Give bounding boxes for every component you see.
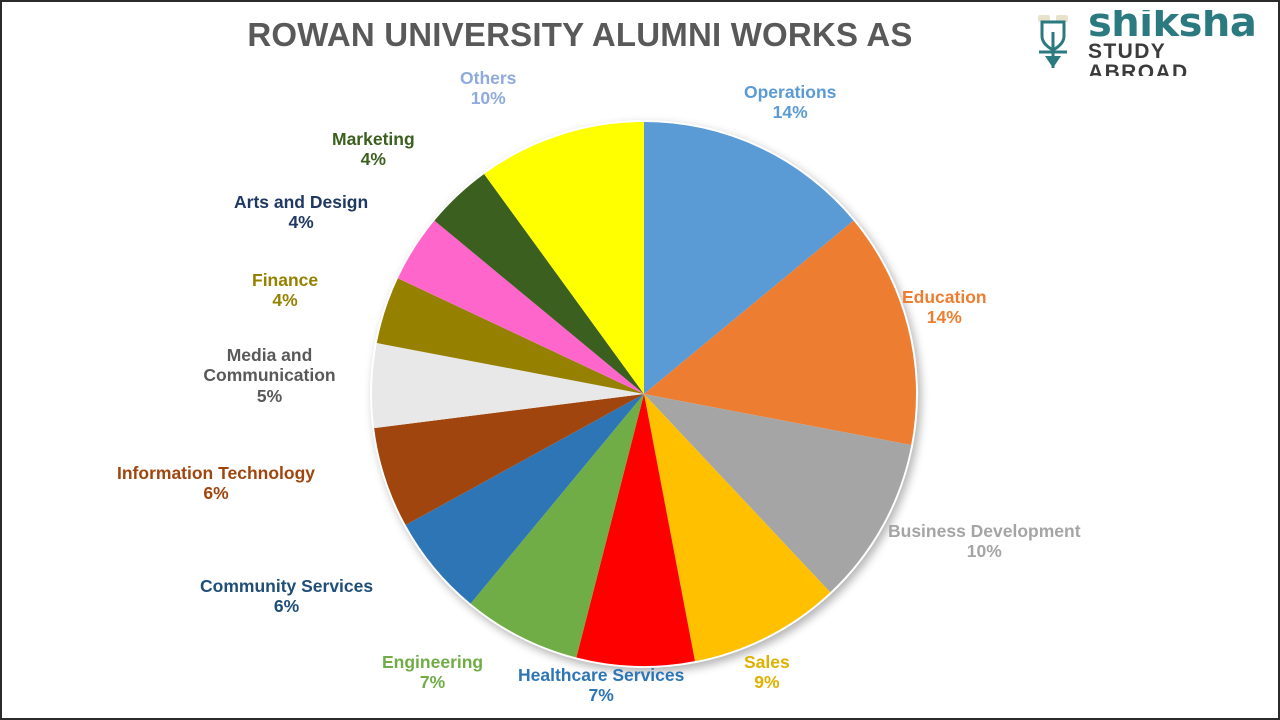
slice-label-engineering: Engineering 7%: [382, 652, 483, 693]
slice-label-media-and-communication-pct: 5%: [256, 385, 283, 406]
slice-label-sales-name: Sales: [744, 652, 790, 672]
slice-label-arts-and-design-name: Arts and Design: [234, 192, 369, 212]
pie-slice-finance[interactable]: [376, 278, 644, 394]
slice-label-education-pct: 14%: [926, 307, 962, 328]
slice-label-finance-pct: 4%: [272, 290, 298, 311]
pie-slice-business-development[interactable]: [644, 394, 912, 593]
slice-label-community-services-name: Community Services: [200, 576, 374, 596]
pie-slice-healthcare-services[interactable]: [576, 394, 695, 666]
shiksha-pen-nib-logo-mark: [1038, 15, 1068, 68]
slice-label-marketing-name: Marketing: [332, 129, 415, 149]
slice-label-community-services: Community Services 6%: [200, 576, 373, 617]
page-title: ROWAN UNIVERSITY ALUMNI WORKS AS: [247, 16, 913, 53]
pie-slice-media-and-communication[interactable]: [371, 343, 644, 429]
slice-label-sales: Sales 9%: [744, 652, 790, 693]
slice-label-marketing: Marketing 4%: [332, 129, 415, 170]
slice-label-operations-pct: 14%: [772, 102, 808, 123]
logo-subtitle: STUDY ABROAD: [1088, 40, 1189, 76]
slice-label-healthcare-services: Healthcare Services 7%: [518, 665, 684, 706]
slice-label-media-and-communication-name: Media and Communication: [203, 345, 336, 386]
pie-slice-arts-and-design[interactable]: [397, 220, 644, 394]
pie-slice-information-technology[interactable]: [374, 394, 644, 526]
slice-label-information-technology-pct: 6%: [203, 483, 229, 504]
slice-label-others: Others 10%: [460, 68, 516, 109]
slice-label-operations: Operations 14%: [744, 82, 836, 123]
slice-label-others-pct: 10%: [470, 88, 506, 109]
pie-slice-others[interactable]: [484, 122, 644, 394]
pie-slice-engineering[interactable]: [470, 394, 644, 658]
pie-slice-marketing[interactable]: [434, 173, 644, 394]
pie-slice-education[interactable]: [644, 220, 916, 445]
logo-text-block: shiksha STUDY ABROAD: [1088, 10, 1262, 76]
slice-label-information-technology-name: Information Technology: [117, 463, 316, 483]
slice-label-sales-pct: 9%: [754, 672, 780, 693]
pie-chart: [370, 120, 918, 668]
slice-label-information-technology: Information Technology 6%: [117, 463, 315, 504]
slice-label-arts-and-design: Arts and Design 4%: [234, 192, 368, 233]
slice-label-business-development-pct: 10%: [966, 541, 1002, 562]
slice-label-healthcare-services-pct: 7%: [588, 685, 614, 706]
slice-label-finance: Finance 4%: [252, 270, 318, 311]
slice-label-business-development: Business Development 10%: [888, 521, 1081, 562]
logo-wordmark: shiksha: [1088, 10, 1257, 46]
slice-label-operations-name: Operations: [744, 82, 837, 102]
slice-label-finance-name: Finance: [252, 270, 319, 290]
slice-label-marketing-pct: 4%: [360, 149, 386, 170]
slice-label-media-and-communication: Media and Communication 5%: [182, 345, 357, 406]
pie-slice-operations[interactable]: [644, 122, 854, 394]
slice-label-education-name: Education: [902, 287, 987, 307]
slice-label-education: Education 14%: [902, 287, 987, 328]
slice-label-engineering-name: Engineering: [382, 652, 484, 672]
slice-label-others-name: Others: [460, 68, 517, 88]
slice-label-arts-and-design-pct: 4%: [288, 212, 314, 233]
pie-slices: [371, 122, 916, 666]
shiksha-logo: shiksha STUDY ABROAD: [1034, 10, 1262, 76]
pie-slice-sales[interactable]: [644, 394, 831, 662]
slice-label-healthcare-services-name: Healthcare Services: [518, 665, 685, 685]
slice-label-community-services-pct: 6%: [273, 596, 300, 617]
slice-label-business-development-name: Business Development: [888, 521, 1081, 541]
pie-slice-community-services[interactable]: [405, 394, 644, 604]
slice-label-engineering-pct: 7%: [419, 672, 446, 693]
